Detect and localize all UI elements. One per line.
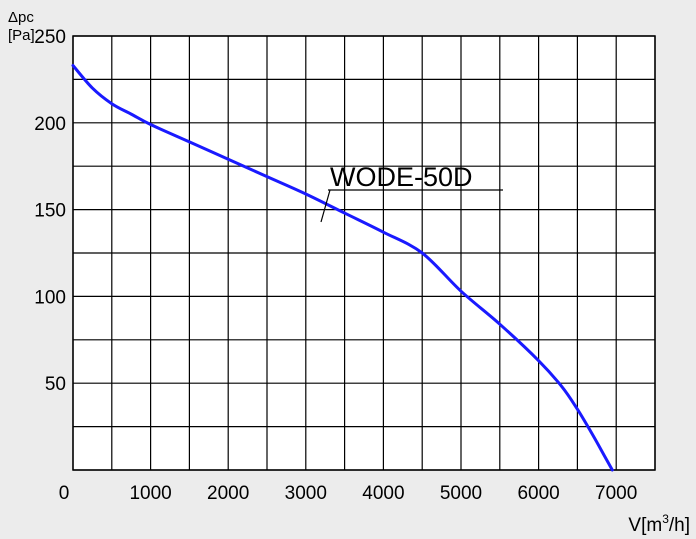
y-axis-title-line: [Pa] [8,27,35,44]
tick-labels: 0 1000 2000 3000 4000 5000 6000 7000 50 100 150 200… [34,27,637,504]
y-tick-label: 250 [34,27,66,48]
y-tick-label: 50 [45,374,66,395]
y-tick-label: 150 [34,201,66,222]
y-axis-title-line: Δpc [8,9,34,26]
series-layer: WODE-50D [71,64,614,472]
grid [72,35,656,471]
x-tick-label: 2000 [207,483,249,504]
y-tick-label: 100 [34,287,66,308]
x-tick-label: 0 [59,483,70,504]
x-tick-label: 1000 [129,483,171,504]
axis-titles: Δpc[Pa] V[m3/h] [8,9,690,536]
x-tick-label: 4000 [362,483,404,504]
x-tick-label: 7000 [595,483,637,504]
series-leader-line [320,189,331,223]
series-label: WODE-50D [330,162,473,192]
series-line [71,64,614,472]
x-axis-title: V[m3/h] [628,512,690,536]
x-tick-label: 6000 [517,483,559,504]
x-tick-label: 3000 [285,483,327,504]
plot-border [72,35,656,471]
y-tick-label: 200 [34,114,66,135]
x-tick-label: 5000 [440,483,482,504]
